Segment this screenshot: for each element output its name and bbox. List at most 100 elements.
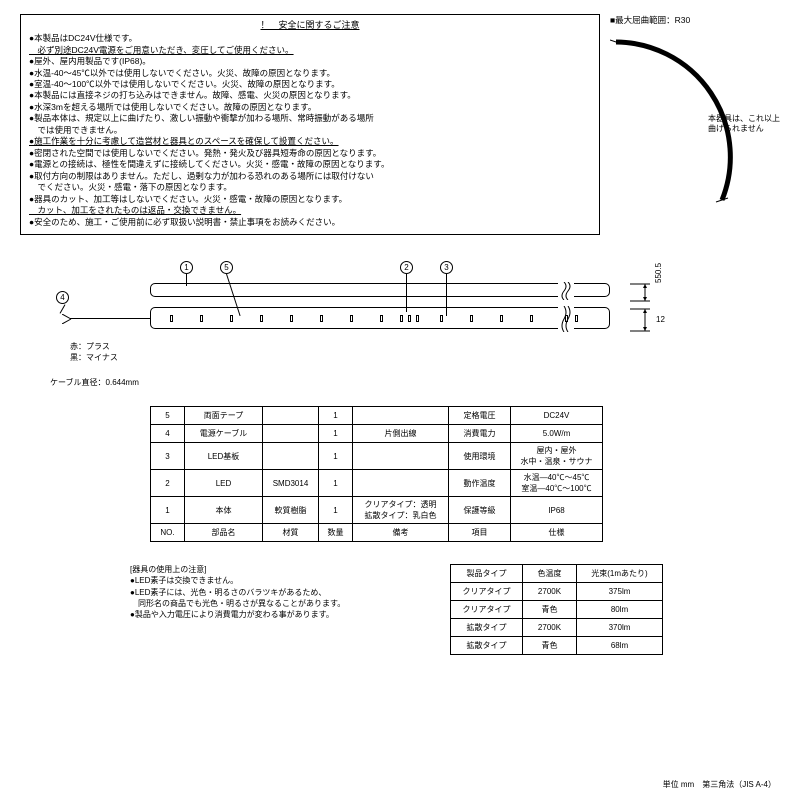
- type-cell: 375lm: [577, 583, 663, 601]
- parts-spec-table: 5両面テープ1定格電圧DC24V4電源ケーブル1片側出線消費電力5.0W/m3L…: [150, 406, 603, 542]
- product-type-table: 製品タイプ色温度光束(1mあたり)クリアタイプ2700K375lmクリアタイプ青…: [450, 564, 663, 655]
- usage-b2: ●LED素子には、光色・明るさのバラツキがあるため、: [130, 587, 390, 598]
- parts-cell: 使用環境: [449, 443, 511, 470]
- led-segment: [530, 315, 533, 322]
- type-cell: 2700K: [523, 583, 577, 601]
- warning-line: でください。火災・感電・落下の原因となります。: [29, 182, 591, 193]
- parts-cell: 定格電圧: [449, 407, 511, 425]
- parts-cell: NO.: [151, 524, 185, 542]
- callout-4: 4: [56, 291, 69, 304]
- warning-line: ●本製品はDC24V仕様です。: [29, 33, 591, 44]
- parts-cell: 1: [151, 497, 185, 524]
- parts-cell: 5: [151, 407, 185, 425]
- type-cell: 青色: [523, 601, 577, 619]
- led-segment: [380, 315, 383, 322]
- parts-cell: 項目: [449, 524, 511, 542]
- warning-line: ●施工作業を十分に考慮して造営材と器具とのスペースを確保して設置ください。: [29, 136, 591, 147]
- warning-line: ●水温-40～45℃以外では使用しないでください。火災、故障の原因となります。: [29, 68, 591, 79]
- strip-top-view: [150, 283, 610, 297]
- type-cell: 青色: [523, 637, 577, 655]
- type-cell: 拡散タイプ: [451, 619, 523, 637]
- warning-line: ●密閉された空間では使用しないでください。発熱・発火及び器具短寿命の原因となりま…: [29, 148, 591, 159]
- parts-cell: 屋内・屋外 水中・温泉・サウナ: [511, 443, 603, 470]
- safety-warning-box: ！ 安全に関するご注意 ●本製品はDC24V仕様です。 必ず別途DC24V電源を…: [20, 14, 600, 235]
- usage-b1: ●LED素子は交換できません。: [130, 575, 390, 586]
- parts-cell: [353, 470, 449, 497]
- led-segment: [470, 315, 473, 322]
- bend-radius-panel: ■最大屈曲範囲：R30 本器具は、これ以上 曲げられません: [610, 14, 780, 235]
- parts-cell: 消費電力: [449, 425, 511, 443]
- parts-cell: 片側出線: [353, 425, 449, 443]
- parts-cell: 両面テープ: [185, 407, 263, 425]
- led-segment: [200, 315, 203, 322]
- type-cell: 80lm: [577, 601, 663, 619]
- parts-cell: 1: [319, 497, 353, 524]
- dim-5505: 550.5: [654, 263, 663, 283]
- callout-3: 3: [440, 261, 453, 274]
- led-segment: [575, 315, 578, 322]
- parts-cell: 2: [151, 470, 185, 497]
- warning-line: ●屋外、屋内用製品です(IP68)。: [29, 56, 591, 67]
- led-segment: [170, 315, 173, 322]
- parts-cell: 4: [151, 425, 185, 443]
- type-header-cell: 色温度: [523, 565, 577, 583]
- warning-line: カット、加工をされたものは返品・交換できません。: [29, 205, 591, 216]
- usage-title: [器具の使用上の注意]: [130, 564, 390, 575]
- parts-cell: LED基板: [185, 443, 263, 470]
- parts-cell: [263, 425, 319, 443]
- parts-cell: DC24V: [511, 407, 603, 425]
- parts-cell: 動作温度: [449, 470, 511, 497]
- red-plus-label: 赤：プラス: [70, 341, 118, 352]
- wire-polarity-notes: 赤：プラス 黒：マイナス: [70, 341, 118, 363]
- parts-cell: 1: [319, 407, 353, 425]
- led-segment: [440, 315, 443, 322]
- warning-line: では使用できません。: [29, 125, 591, 136]
- type-cell: 2700K: [523, 619, 577, 637]
- warning-line: ●水深3mを超える場所では使用しないでください。故障の原因となります。: [29, 102, 591, 113]
- type-cell: クリアタイプ: [451, 601, 523, 619]
- led-segment: [260, 315, 263, 322]
- led-segment: [230, 315, 233, 322]
- wire-line: [70, 318, 150, 319]
- usage-notes: [器具の使用上の注意] ●LED素子は交換できません。 ●LED素子には、光色・…: [130, 564, 390, 655]
- warning-line: ●安全のため、施工・ご使用前に必ず取扱い説明書・禁止事項をお読みください。: [29, 217, 591, 228]
- led-segment: [400, 315, 403, 322]
- parts-cell: [353, 443, 449, 470]
- led-segment: [320, 315, 323, 322]
- wire-tip: [62, 314, 70, 322]
- parts-cell: [353, 407, 449, 425]
- parts-cell: クリアタイプ：透明 拡散タイプ：乳白色: [353, 497, 449, 524]
- parts-cell: 部品名: [185, 524, 263, 542]
- led-segment: [416, 315, 419, 322]
- warning-line: ●製品本体は、規定以上に曲げたり、激しい振動や衝撃が加わる場所、常時振動がある場…: [29, 113, 591, 124]
- parts-cell: 保護等級: [449, 497, 511, 524]
- type-cell: 68lm: [577, 637, 663, 655]
- warning-line: ●室温-40～100℃以外では使用しないでください。火災、故障の原因となります。: [29, 79, 591, 90]
- callout-1: 1: [180, 261, 193, 274]
- footer-units: 単位 mm 第三角法（JIS A-4）: [663, 779, 776, 790]
- cable-diameter-note: ケーブル直径：0.644mm: [50, 377, 780, 388]
- parts-cell: 1: [319, 425, 353, 443]
- usage-b3: ●製品や入力電圧により消費電力が変わる事があります。: [130, 609, 390, 620]
- parts-cell: [263, 407, 319, 425]
- type-cell: クリアタイプ: [451, 583, 523, 601]
- led-segment: [350, 315, 353, 322]
- parts-cell: [263, 443, 319, 470]
- warning-title: ！ 安全に関するご注意: [29, 19, 591, 31]
- parts-cell: LED: [185, 470, 263, 497]
- callout-5: 5: [220, 261, 233, 274]
- parts-cell: 数量: [319, 524, 353, 542]
- parts-cell: 本体: [185, 497, 263, 524]
- led-segment: [408, 315, 411, 322]
- warning-line: ●電源との接続は、極性を間違えずに接続してください。火災・感電・故障の原因となり…: [29, 159, 591, 170]
- type-cell: 拡散タイプ: [451, 637, 523, 655]
- led-segment: [290, 315, 293, 322]
- parts-cell: 3: [151, 443, 185, 470]
- parts-cell: 5.0W/m: [511, 425, 603, 443]
- dim-12: 12: [656, 315, 665, 324]
- product-diagram: 1 2 3 4 5 550.5 12 赤：プラス 黒：マイナス: [20, 261, 720, 371]
- bend-note-line2: 曲げられません: [708, 124, 780, 134]
- black-minus-label: 黒：マイナス: [70, 352, 118, 363]
- parts-cell: 1: [319, 470, 353, 497]
- bend-label: ■最大屈曲範囲：R30: [610, 14, 780, 26]
